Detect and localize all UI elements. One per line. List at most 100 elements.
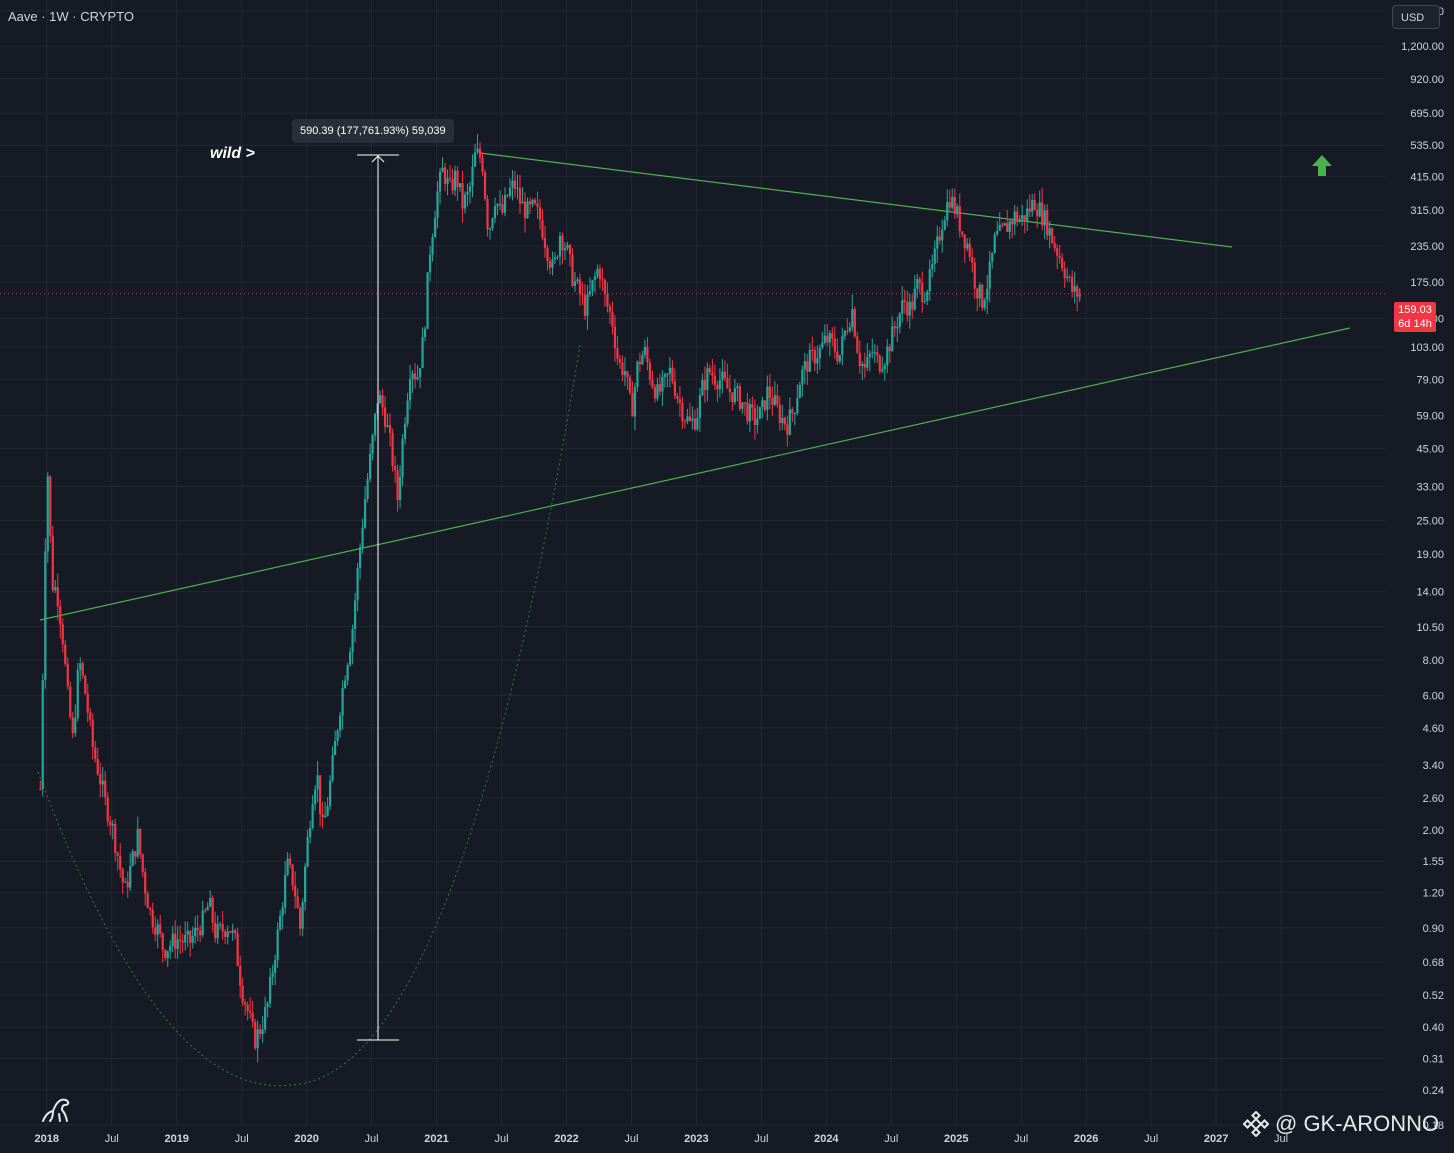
candle-body [329, 780, 332, 806]
candle-body [588, 290, 592, 295]
candle-body [254, 1021, 257, 1049]
candle-body [478, 148, 482, 158]
time-axis[interactable]: 2018 Jul 2019 Jul 2020 Jul 2021 Jul 2022 Jul 2023 J… [35, 1133, 1289, 1145]
candle-body [1026, 208, 1029, 222]
price-tick-label: 1,200.00 [1401, 41, 1444, 53]
candle-body [648, 362, 652, 380]
candle-body [528, 201, 532, 205]
candle-body [413, 373, 417, 380]
candle-body [493, 206, 497, 219]
candle-body [671, 367, 674, 382]
time-tick-label: Jul [105, 1133, 119, 1145]
candle-body [878, 355, 881, 372]
candle-body [428, 254, 432, 273]
candle-body [46, 476, 49, 552]
price-tick-label: 0.31 [1423, 1053, 1444, 1065]
candle-body [756, 418, 759, 426]
candle-body [476, 148, 479, 153]
candle-body [603, 280, 607, 295]
candle-body [423, 328, 427, 337]
candle-body [221, 924, 224, 932]
candle-body [661, 377, 664, 392]
candle-body [866, 357, 869, 368]
candle-body [91, 719, 94, 748]
candle-body [828, 333, 831, 343]
candle-body [596, 268, 599, 277]
candle-body [996, 230, 999, 235]
candle-body [571, 254, 574, 286]
candle-body [366, 479, 369, 500]
price-tick-label: 315.00 [1410, 205, 1444, 217]
time-tick-label: 2021 [424, 1133, 448, 1145]
price-tick-label: 4.60 [1423, 723, 1444, 735]
candle-body [1036, 210, 1039, 217]
candle-body [966, 243, 969, 249]
currency-button[interactable]: USD [1392, 5, 1440, 29]
candle-body [124, 881, 127, 883]
bar-countdown: 6d 14h [1398, 318, 1432, 330]
candle-body [119, 856, 122, 870]
time-tick-label: 2018 [35, 1133, 59, 1145]
candle-body [583, 294, 587, 316]
candle-body [74, 717, 77, 734]
candle-body [109, 821, 112, 826]
price-axis[interactable]: 1,600.001,200.00920.00695.00535.00415.00… [1401, 6, 1444, 1132]
candle-body [701, 379, 704, 396]
candle-body [378, 395, 382, 404]
candle-body [531, 199, 534, 205]
candle-body [703, 379, 706, 390]
price-tick-label: 920.00 [1410, 74, 1444, 86]
candle-body [923, 301, 926, 303]
candle-body [1011, 220, 1014, 225]
symbol-title: Aave · 1W · CRYPTO [8, 9, 134, 24]
candle-body [853, 308, 856, 337]
candle-body [136, 828, 139, 857]
candle-body [76, 669, 79, 718]
candle-body [456, 170, 459, 188]
candle-body [1053, 243, 1056, 249]
candle-body [199, 930, 202, 936]
watermark: @ GK-ARONNO [1243, 1111, 1439, 1137]
candle-body [483, 172, 487, 199]
candle-body [81, 663, 84, 676]
time-tick-label: 2020 [294, 1133, 318, 1145]
candle-body [748, 404, 751, 422]
candle-body [56, 587, 59, 607]
candle-body [706, 368, 709, 390]
candle-body [893, 326, 896, 329]
candle-body [731, 392, 734, 403]
candle-body [808, 349, 811, 372]
candle-body [983, 300, 986, 308]
candle-body [171, 933, 174, 947]
candle-body [301, 902, 304, 929]
candle-body [916, 278, 919, 289]
candle-body [451, 178, 454, 191]
candle-body [431, 237, 434, 255]
candle-body [309, 827, 312, 837]
candle-body [1061, 257, 1064, 269]
candle-body [61, 624, 64, 645]
candle-body [261, 1029, 264, 1035]
candle-body [833, 338, 836, 352]
price-tick-label: 103.00 [1410, 342, 1444, 354]
candle-body [968, 243, 971, 258]
candle-body [676, 395, 679, 400]
candle-body [573, 281, 577, 286]
price-tick-label: 0.90 [1423, 923, 1444, 935]
candle-body [831, 333, 834, 339]
candle-body [666, 373, 669, 375]
candle-body [351, 629, 354, 653]
candle-body [1038, 202, 1041, 217]
time-tick-label: Jul [1274, 1133, 1288, 1145]
candle-body [264, 1007, 267, 1030]
candle-body [1006, 223, 1009, 233]
price-tick-label: 14.00 [1416, 587, 1444, 599]
candle-body [641, 354, 644, 365]
price-tick-label: 19.00 [1416, 549, 1444, 561]
candle-body [766, 386, 769, 410]
candle-body [948, 202, 951, 208]
candle-body [503, 195, 507, 213]
candle-body [746, 402, 749, 422]
candle-body [319, 775, 322, 815]
